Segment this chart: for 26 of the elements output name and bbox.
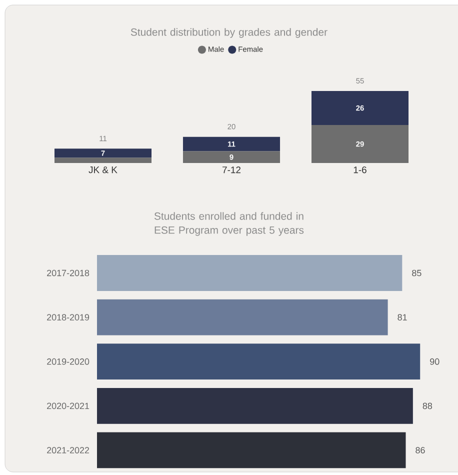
data-label: 90 [430,358,440,365]
bar [97,299,388,336]
data-label: 88 [422,402,432,410]
y-tick-label: 2020-2021 [47,402,90,410]
chart-title: Students enrolled and funded in ESE Program over past 5 years [154,212,304,236]
y-tick-label: 2021-2022 [47,447,90,454]
x-tick-label: JK & K [88,166,118,174]
y-tick-label: 2019-2020 [47,358,90,365]
bar [54,158,152,163]
data-label: 81 [398,314,407,320]
data-label: 86 [416,447,425,454]
bar [182,151,280,163]
bar [97,432,406,468]
y-tick-label: 2018-2019 [47,314,90,320]
data-label: 85 [412,270,422,276]
bar [97,388,413,424]
bar [311,91,409,126]
x-tick-label: 7-12 [222,166,241,174]
x-tick-label: 1-6 [354,166,366,174]
bar [311,125,409,163]
bar [54,148,152,158]
y-tick-label: 2017-2018 [47,270,90,276]
bar [182,136,280,152]
bar [97,255,402,291]
bar [97,344,420,380]
chart-title: Student distribution by grades and gender [130,28,328,38]
